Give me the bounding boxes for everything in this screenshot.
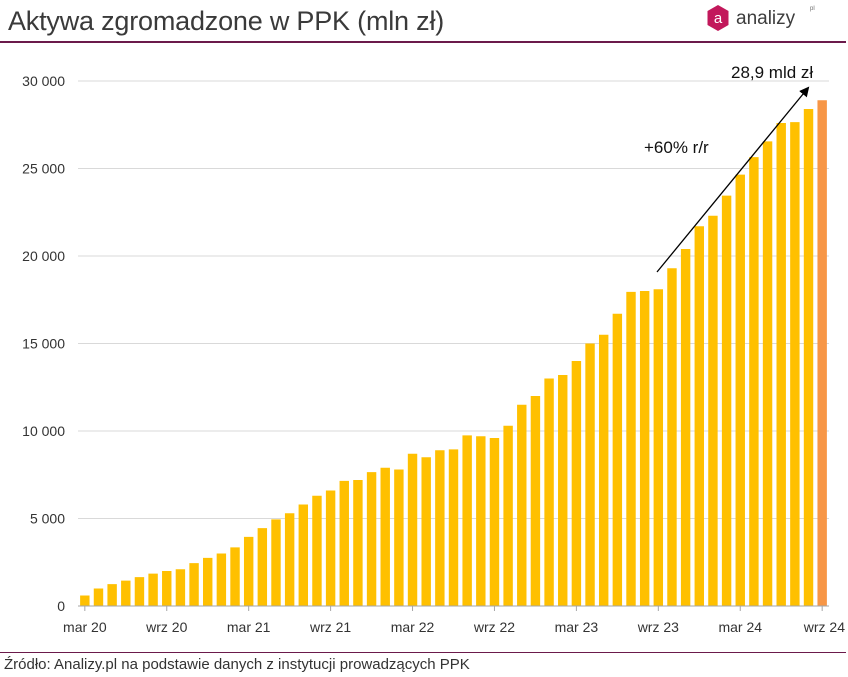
x-tick-label: mar 22 xyxy=(391,619,435,635)
chart-title: Aktywa zgromadzone w PPK (mln zł) xyxy=(8,6,445,36)
x-tick-label: mar 23 xyxy=(555,619,599,635)
y-tick-labels: 0 5 000 10 000 15 000 20 000 25 000 30 000 xyxy=(22,73,65,614)
bar xyxy=(721,195,732,606)
annotation-total: 28,9 mld zł xyxy=(731,63,813,82)
bar xyxy=(380,467,390,606)
bar xyxy=(230,547,240,606)
bar xyxy=(694,226,704,606)
bar xyxy=(749,157,759,606)
bar xyxy=(203,557,213,606)
bar xyxy=(80,595,90,606)
x-tick-label: wrz 21 xyxy=(309,619,351,635)
logo-badge-letter: a xyxy=(714,10,723,27)
bar xyxy=(162,571,172,606)
bar xyxy=(148,573,158,606)
bar-latest xyxy=(817,100,827,606)
bar xyxy=(366,472,377,606)
bar xyxy=(216,553,227,606)
bar xyxy=(243,536,254,606)
bar xyxy=(803,109,814,606)
bar xyxy=(448,449,459,606)
x-tick-label: mar 24 xyxy=(718,619,762,635)
x-tick-label: mar 20 xyxy=(63,619,107,635)
bar xyxy=(312,495,322,606)
logo-text: analizy xyxy=(736,8,796,29)
bar xyxy=(462,435,472,606)
bar xyxy=(571,361,582,606)
bar xyxy=(189,563,199,606)
bar xyxy=(626,291,636,606)
bar xyxy=(680,249,691,606)
bar xyxy=(407,453,418,606)
logo-suffix: pl xyxy=(810,6,815,12)
bar xyxy=(134,577,145,606)
logo-badge-icon: a xyxy=(707,5,729,31)
x-tick-label: wrz 20 xyxy=(145,619,187,635)
bar xyxy=(503,425,513,606)
bar xyxy=(325,490,336,606)
x-axis xyxy=(78,605,829,611)
y-tick-label: 15 000 xyxy=(22,336,65,352)
source-note: Źródło: Analizy.pl na podstawie danych z… xyxy=(4,656,470,673)
x-tick-label: wrz 23 xyxy=(637,619,679,635)
bar xyxy=(271,519,281,606)
bar xyxy=(435,450,445,606)
bar xyxy=(421,457,431,606)
source-divider xyxy=(0,652,846,653)
bar xyxy=(667,268,677,606)
y-tick-label: 25 000 xyxy=(22,161,65,177)
bar xyxy=(476,436,486,606)
title-divider xyxy=(0,41,846,43)
bar xyxy=(639,291,650,606)
bar xyxy=(776,123,786,606)
bar xyxy=(257,528,268,606)
bar xyxy=(653,289,664,606)
x-tick-label: wrz 22 xyxy=(473,619,515,635)
bar xyxy=(530,396,541,606)
bar xyxy=(284,513,295,606)
analizy-logo[interactable]: a analizy pl xyxy=(706,4,836,34)
bar xyxy=(708,215,718,606)
bar xyxy=(612,313,623,606)
bar xyxy=(558,375,568,606)
trend-arrow xyxy=(656,86,810,273)
bar xyxy=(790,122,800,606)
bar xyxy=(489,438,500,606)
y-tick-label: 0 xyxy=(57,598,65,614)
bar xyxy=(175,569,186,606)
bar xyxy=(544,378,554,606)
bar xyxy=(93,588,104,606)
bar xyxy=(298,504,309,606)
bars xyxy=(80,100,827,606)
bar xyxy=(598,334,609,606)
bar xyxy=(585,343,595,606)
bar xyxy=(394,469,404,606)
y-tick-label: 5 000 xyxy=(30,511,65,527)
y-tick-label: 30 000 xyxy=(22,73,65,89)
x-tick-labels: mar 20 wrz 20 mar 21 wrz 21 mar 22 wrz 22 mar … xyxy=(63,619,845,635)
y-tick-label: 10 000 xyxy=(22,423,65,439)
bar xyxy=(762,141,773,606)
annotation-growth: +60% r/r xyxy=(644,138,709,157)
bar xyxy=(735,174,745,606)
bar xyxy=(353,480,363,606)
bar xyxy=(121,580,131,606)
bar xyxy=(517,404,527,606)
y-tick-label: 20 000 xyxy=(22,248,65,264)
bar xyxy=(107,584,117,606)
x-tick-label: mar 21 xyxy=(227,619,271,635)
bar xyxy=(339,480,349,606)
x-tick-label: wrz 24 xyxy=(803,619,845,635)
